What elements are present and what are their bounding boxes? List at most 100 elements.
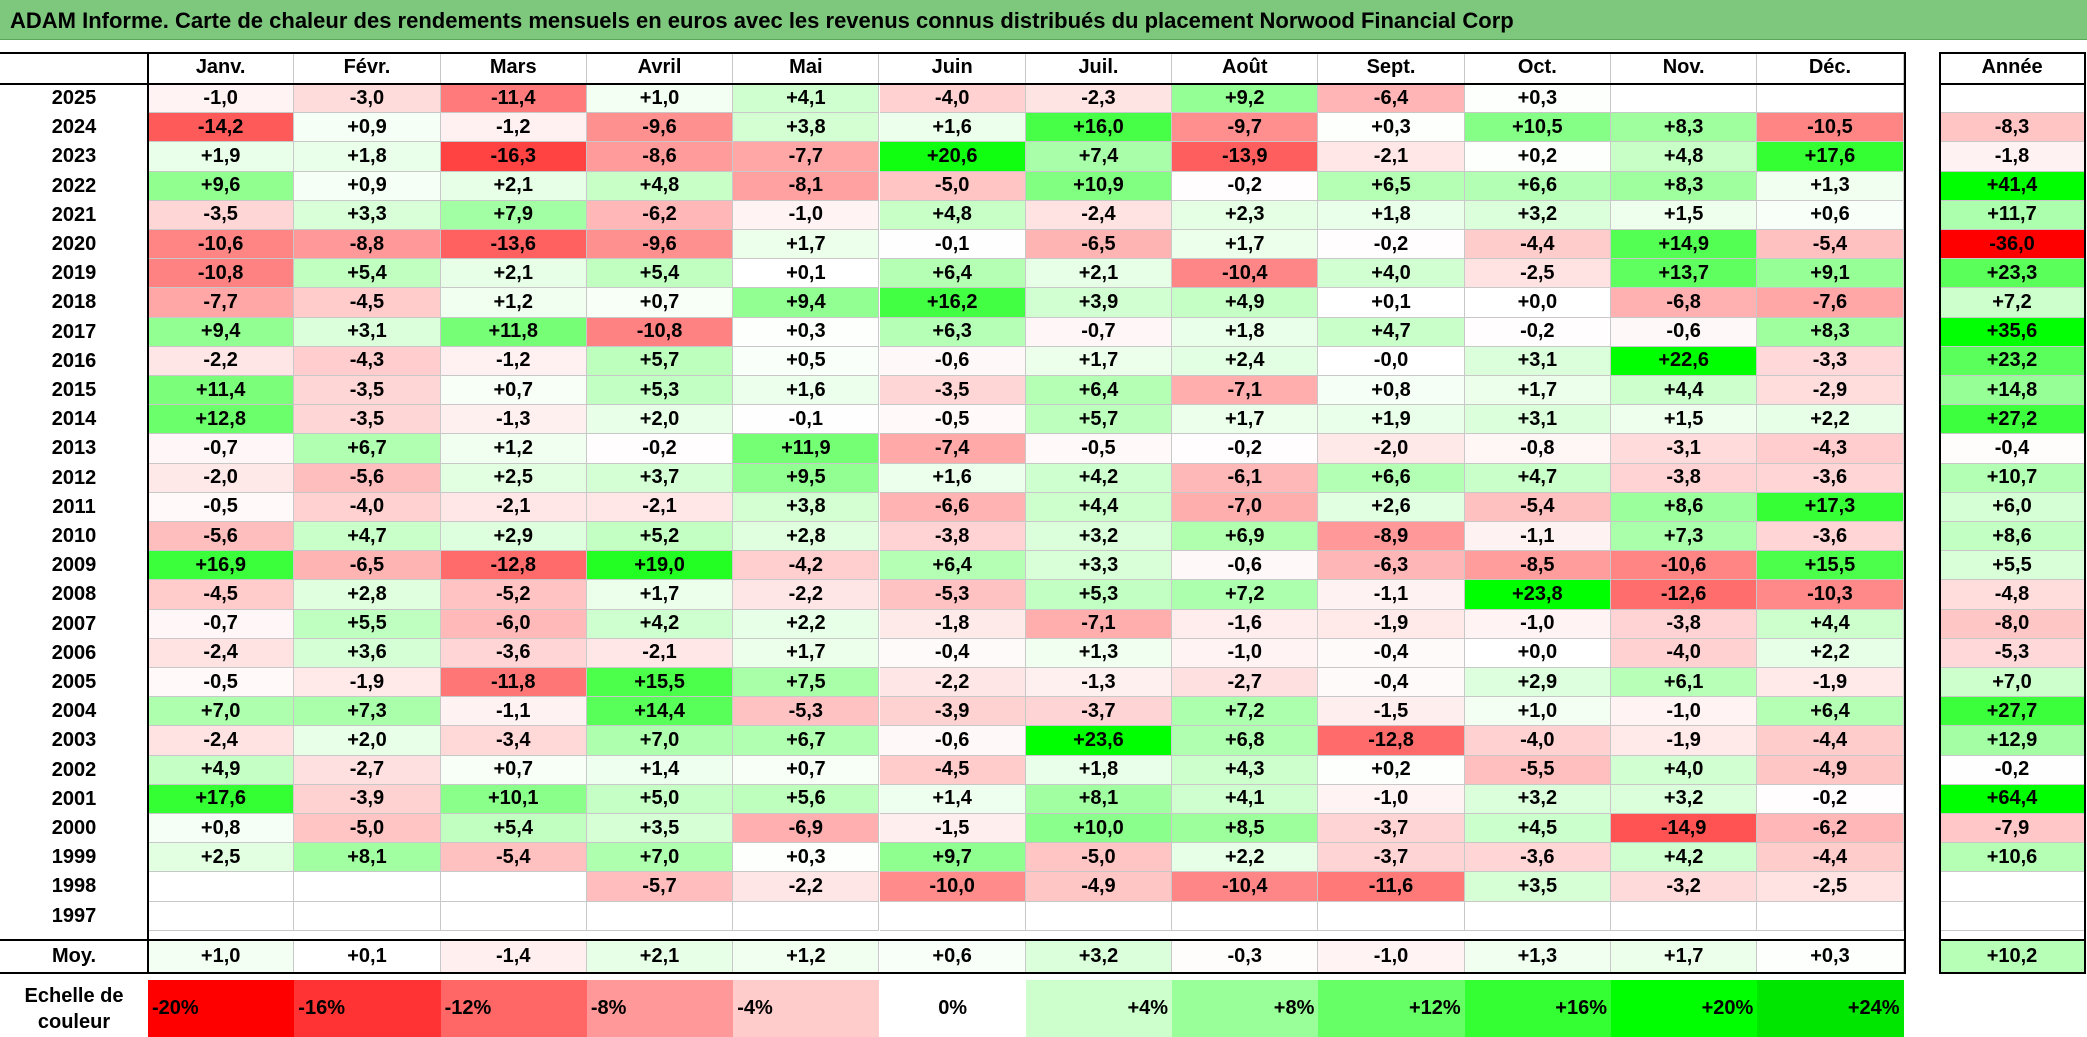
heatmap-cell: -4,4 [1464, 230, 1611, 260]
heatmap-cell: +3,8 [733, 113, 880, 143]
heatmap-cell: -0,4 [879, 638, 1026, 668]
heatmap-cell: +0,7 [733, 755, 880, 785]
heatmap-cell: -0,6 [879, 726, 1026, 756]
heatmap-cell: -5,4 [1464, 492, 1611, 522]
heatmap-cell: -10,0 [879, 872, 1026, 902]
heatmap-cell: +2,1 [440, 171, 587, 201]
heatmap-cell: +9,5 [733, 463, 880, 493]
heatmap-cell: +2,1 [440, 259, 587, 289]
year-label: 2004 [0, 697, 148, 727]
heatmap-cell: +9,6 [148, 171, 295, 201]
heatmap-cell: -0,2 [586, 434, 734, 464]
heatmap-cell: +3,1 [1464, 346, 1611, 376]
heatmap-cell: -3,0 [294, 84, 441, 114]
year-label: 2000 [0, 814, 148, 844]
annual-cell: +12,9 [1940, 726, 2085, 756]
heatmap-cell: +6,4 [1025, 376, 1173, 406]
heatmap-cell: +0,9 [294, 113, 441, 143]
heatmap-cell: +8,6 [1611, 492, 1758, 522]
annual-cell: +41,4 [1940, 171, 2085, 201]
year-label: 2012 [0, 463, 148, 493]
heatmap-cell: -11,4 [440, 84, 587, 114]
average-rule [1940, 938, 2085, 941]
heatmap-cell: +6,4 [879, 259, 1026, 289]
heatmap-cell: +5,4 [586, 259, 734, 289]
heatmap-cell: +1,3 [1757, 171, 1904, 201]
heatmap-cell: +1,7 [1025, 346, 1173, 376]
heatmap-cell: +9,4 [148, 317, 295, 347]
heatmap-cell: +17,6 [148, 784, 295, 814]
heatmap-cell [1318, 901, 1465, 931]
heatmap-cell: +2,2 [1172, 843, 1319, 873]
heatmap-cell: +2,9 [1464, 668, 1611, 698]
annual-cell: +6,0 [1940, 492, 2085, 522]
heatmap-cell: +0,7 [440, 755, 587, 785]
heatmap-cell [1611, 84, 1758, 114]
scale-label: Echelle de couleur [24, 984, 124, 1033]
chart-title: ADAM Informe. Carte de chaleur des rende… [10, 8, 1514, 33]
month-header: Janv. [148, 52, 295, 84]
annual-cell [1940, 901, 2085, 931]
heatmap-cell: -1,2 [440, 113, 587, 143]
heatmap-cell: -5,5 [1464, 755, 1611, 785]
heatmap-cell: -10,8 [586, 317, 734, 347]
scale-step: +20% [1611, 980, 1758, 1037]
heatmap-cell: -1,1 [1318, 580, 1465, 610]
heatmap-cell: -2,0 [148, 463, 295, 493]
month-header: Févr. [294, 52, 441, 84]
year-label: 2017 [0, 317, 148, 347]
heatmap-cell: +4,8 [1611, 142, 1758, 172]
scale-step: +16% [1464, 980, 1611, 1037]
average-cell: +0,6 [879, 940, 1026, 973]
heatmap-cell: +1,3 [1025, 638, 1173, 668]
heatmap-cell: +0,3 [1464, 84, 1611, 114]
heatmap-cell: +7,0 [586, 726, 734, 756]
heatmap-cell: -0,5 [148, 492, 295, 522]
average-cell: +3,2 [1025, 940, 1173, 973]
heatmap-cell: +2,2 [733, 609, 880, 639]
heatmap-cell: -4,9 [1025, 872, 1173, 902]
heatmap-cell: +4,7 [294, 522, 441, 552]
heatmap-cell: +4,9 [1172, 288, 1319, 318]
month-header: Août [1172, 52, 1319, 84]
annual-cell: -8,0 [1940, 609, 2085, 639]
heatmap-cell: -1,1 [1464, 522, 1611, 552]
heatmap-cell: +1,9 [1318, 405, 1465, 435]
heatmap-cell: -7,7 [148, 288, 295, 318]
annual-cell: -4,8 [1940, 580, 2085, 610]
heatmap-cell: +3,1 [1464, 405, 1611, 435]
heatmap-cell: +4,3 [1172, 755, 1319, 785]
heatmap-cell: +11,9 [733, 434, 880, 464]
year-label: 2009 [0, 551, 148, 581]
heatmap-cell: +4,2 [1025, 463, 1173, 493]
heatmap-cell: -4,5 [148, 580, 295, 610]
year-label: 2020 [0, 230, 148, 260]
heatmap-cell: -3,5 [879, 376, 1026, 406]
annual-cell: -1,8 [1940, 142, 2085, 172]
header-rule [1940, 83, 2085, 85]
heatmap-cell: +1,6 [879, 113, 1026, 143]
annual-cell: +35,6 [1940, 317, 2085, 347]
heatmap-cell: +1,0 [1464, 697, 1611, 727]
heatmap-cell: -4,9 [1757, 755, 1904, 785]
heatmap-cell: +0,2 [1318, 755, 1465, 785]
heatmap-cell: -1,9 [294, 668, 441, 698]
heatmap-cell: +6,3 [879, 317, 1026, 347]
heatmap-cell: +4,4 [1025, 492, 1173, 522]
heatmap-cell: +6,6 [1318, 463, 1465, 493]
heatmap-cell: -1,9 [1318, 609, 1465, 639]
heatmap-cell: +10,5 [1464, 113, 1611, 143]
heatmap-cell: -11,8 [440, 668, 587, 698]
heatmap-cell: -3,6 [1757, 522, 1904, 552]
heatmap-cell: +6,7 [733, 726, 880, 756]
annual-cell [1940, 84, 2085, 114]
heatmap-cell: +4,8 [586, 171, 734, 201]
heatmap-cell: -3,7 [1318, 843, 1465, 873]
heatmap-cell: +6,4 [1757, 697, 1904, 727]
heatmap-cell: +15,5 [586, 668, 734, 698]
heatmap-cell: -3,8 [1611, 463, 1758, 493]
heatmap-cell: +5,2 [586, 522, 734, 552]
heatmap-cell: +3,5 [1464, 872, 1611, 902]
heatmap-cell: -1,1 [440, 697, 587, 727]
heatmap-cell: -0,4 [1318, 668, 1465, 698]
